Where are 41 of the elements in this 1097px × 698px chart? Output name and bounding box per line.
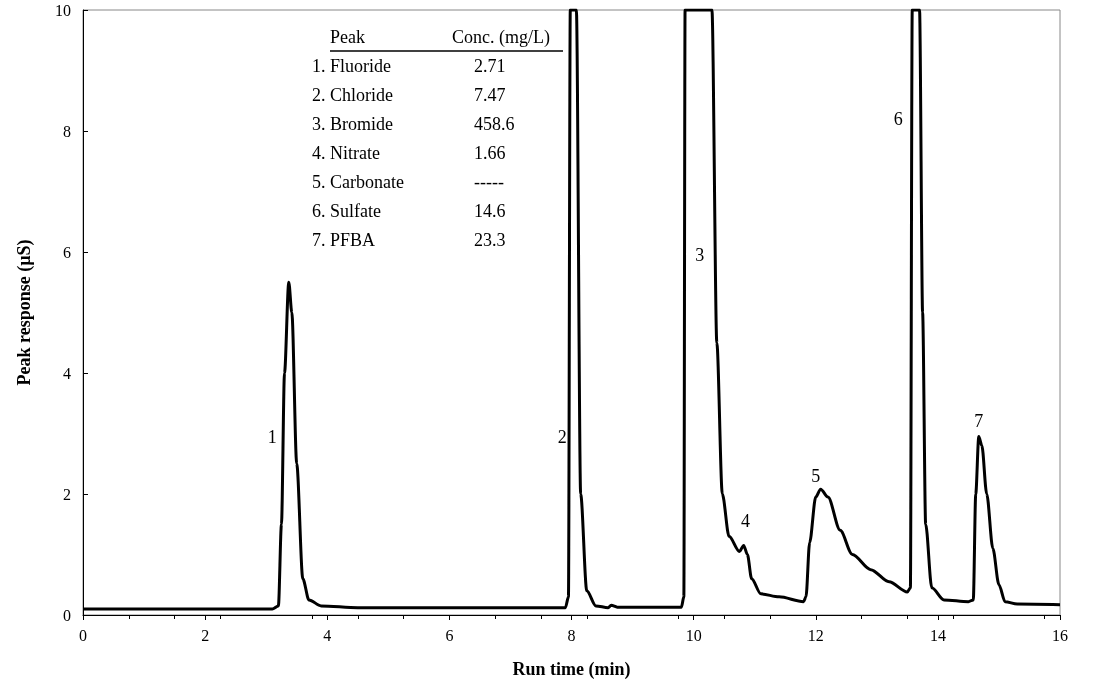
line-series — [81, 8, 1062, 611]
annotation: Peak — [330, 27, 365, 47]
annotation: 7.47 — [474, 85, 506, 105]
annotation: 5. Carbonate — [312, 172, 404, 192]
y-tick-label: 4 — [63, 364, 71, 382]
annotation: 7. PFBA — [312, 230, 376, 250]
annotation: 458.6 — [474, 114, 515, 134]
annotation: 6. Sulfate — [312, 201, 381, 221]
annotation: 4 — [741, 511, 751, 532]
annotation: 3. Bromide — [312, 114, 393, 134]
x-axis-title: Run time (min) — [512, 659, 631, 680]
x-tick-label: 6 — [445, 626, 454, 644]
annotation: 3 — [695, 245, 705, 266]
annotation: 1 — [267, 426, 277, 447]
annotation: 1. Fluoride — [312, 56, 392, 76]
annotation: 6 — [893, 108, 903, 129]
annotation: 1.66 — [474, 143, 506, 163]
x-tick-label: 14 — [929, 626, 946, 644]
y-axis-title: Peak response (µS) — [14, 239, 35, 386]
annotation: ----- — [474, 172, 504, 192]
annotation: 2 — [557, 426, 567, 447]
x-tick-label: 2 — [201, 626, 210, 644]
x-tick-label: 16 — [1052, 626, 1068, 644]
annotation: Conc. (mg/L) — [452, 27, 550, 48]
annotation: 5 — [811, 465, 821, 486]
annotation: 7 — [974, 411, 984, 432]
annotation: 2.71 — [474, 56, 506, 76]
y-tick-label: 8 — [63, 122, 71, 140]
y-tick-label: 0 — [63, 606, 71, 624]
x-tick-label: 4 — [323, 626, 332, 644]
x-tick-label: 8 — [567, 626, 576, 644]
annotation: 2. Chloride — [312, 85, 393, 105]
annotation: 4. Nitrate — [312, 143, 380, 163]
annotation: 23.3 — [474, 230, 506, 250]
y-tick-label: 6 — [63, 243, 71, 261]
y-tick-label: 10 — [55, 1, 71, 19]
x-tick-label: 12 — [807, 626, 824, 644]
y-tick-label: 2 — [63, 485, 71, 503]
annotation: 14.6 — [474, 201, 506, 221]
x-tick-label: 10 — [685, 626, 702, 644]
x-tick-label: 0 — [79, 626, 87, 644]
